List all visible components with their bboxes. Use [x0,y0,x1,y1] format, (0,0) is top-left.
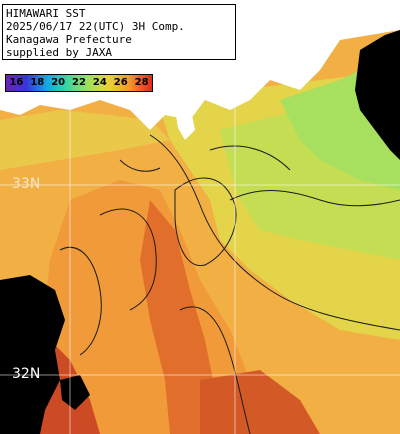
cloud-northeast [355,30,400,160]
legend-value-20: 20 [51,77,66,88]
legend-value-22: 22 [72,77,86,88]
cloud-southwest [0,275,65,434]
legend-value-18: 18 [30,77,45,88]
title-line-2: 2025/06/17 22(UTC) 3H Comp. [6,20,185,33]
sst-hot-zone-se [200,370,320,434]
land-izu [175,105,195,140]
contour-lines [59,134,400,434]
sst-coastal-band [0,110,170,170]
map-title-box: HIMAWARI SST 2025/06/17 22(UTC) 3H Comp.… [2,4,236,60]
legend-value-28: 28 [134,77,149,88]
legend-value-16: 16 [9,77,24,88]
legend-value-26: 26 [113,77,128,88]
title-line-4: supplied by JAXA [6,46,112,59]
cloud-south-patch [60,375,90,410]
legend-value-24: 24 [92,77,107,88]
title-line-3: Kanagawa Prefecture [6,33,132,46]
title-line-1: HIMAWARI SST [6,7,86,20]
latitude-label-32n: 32N [12,366,41,382]
temperature-legend: 16 18 20 22 24 26 28 [5,74,153,92]
latitude-label-33n: 33N [12,176,41,192]
